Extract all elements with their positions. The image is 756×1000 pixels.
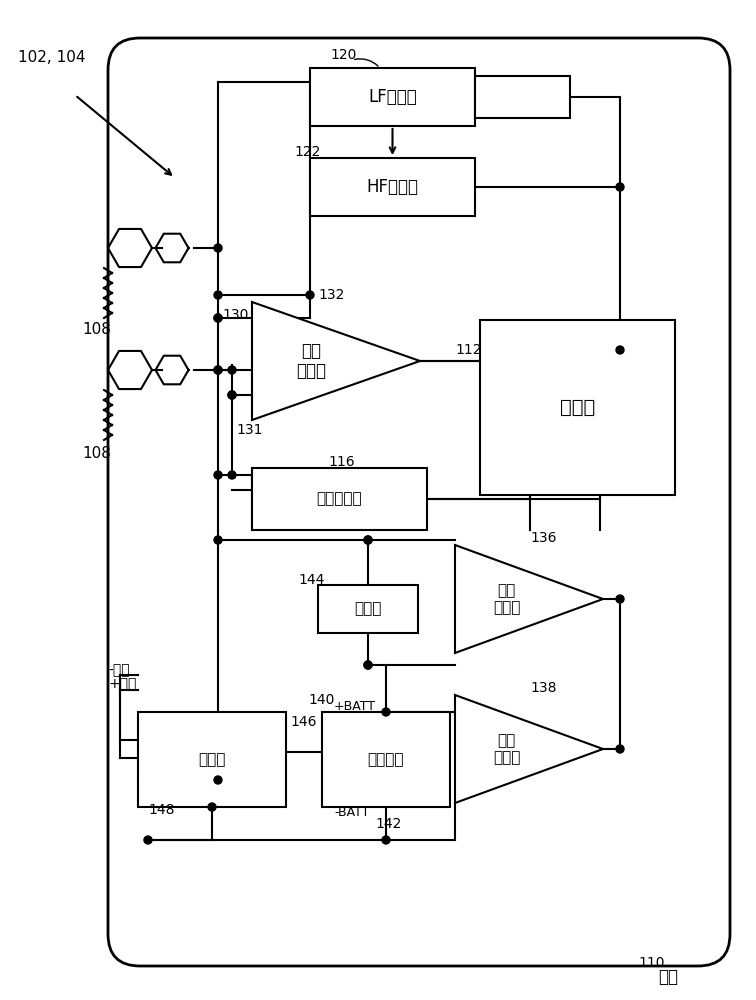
Bar	[252, 468, 427, 530]
Circle shape	[214, 366, 222, 374]
Text: 136: 136	[530, 531, 556, 545]
Text: 130: 130	[222, 308, 249, 322]
Text: 102, 104: 102, 104	[18, 50, 85, 66]
Text: 一次电池: 一次电池	[367, 752, 404, 767]
Text: 120: 120	[330, 48, 356, 62]
Circle shape	[364, 661, 372, 669]
Text: +BATT: +BATT	[334, 700, 376, 712]
Text: 148: 148	[148, 803, 175, 817]
Text: 140: 140	[308, 693, 334, 707]
Text: 132: 132	[318, 288, 345, 302]
Circle shape	[382, 708, 390, 716]
Circle shape	[214, 291, 222, 299]
Circle shape	[616, 346, 624, 354]
Text: 116: 116	[328, 455, 355, 469]
Text: 壳体: 壳体	[658, 968, 678, 986]
Text: 分流器: 分流器	[355, 601, 382, 616]
Text: LF接收器: LF接收器	[368, 88, 417, 106]
Circle shape	[382, 836, 390, 844]
Text: 122: 122	[294, 145, 321, 159]
Circle shape	[208, 803, 216, 811]
Polygon shape	[455, 695, 603, 803]
Circle shape	[306, 291, 314, 299]
Circle shape	[214, 314, 222, 322]
Text: 108: 108	[82, 446, 111, 460]
Text: -供应: -供应	[108, 663, 129, 677]
Circle shape	[616, 745, 624, 753]
Circle shape	[214, 366, 222, 374]
Text: 131: 131	[236, 423, 262, 437]
Circle shape	[616, 595, 624, 603]
Circle shape	[364, 661, 372, 669]
Text: -BATT: -BATT	[334, 806, 370, 820]
Bar	[318, 585, 418, 633]
Text: 146: 146	[290, 715, 317, 729]
Circle shape	[214, 471, 222, 479]
Circle shape	[214, 244, 222, 252]
Circle shape	[214, 776, 222, 784]
Circle shape	[228, 471, 236, 479]
Circle shape	[228, 366, 236, 374]
Circle shape	[144, 836, 152, 844]
Polygon shape	[252, 302, 420, 420]
Text: 调节器: 调节器	[198, 752, 226, 767]
Text: HF接收器: HF接收器	[367, 178, 419, 196]
Circle shape	[228, 391, 236, 399]
Polygon shape	[455, 545, 603, 653]
Circle shape	[616, 183, 624, 191]
Text: 脉冲发生器: 脉冲发生器	[317, 491, 362, 506]
Bar	[138, 712, 286, 807]
Bar	[322, 712, 450, 807]
Bar	[475, 76, 570, 118]
Bar	[310, 158, 475, 216]
Text: 138: 138	[530, 681, 556, 695]
Circle shape	[214, 536, 222, 544]
Text: +供应: +供应	[108, 677, 136, 691]
Circle shape	[364, 536, 372, 544]
Circle shape	[364, 536, 372, 544]
Text: 144: 144	[298, 573, 324, 587]
Text: 电池
电压计: 电池 电压计	[493, 733, 520, 765]
Text: 110: 110	[638, 956, 665, 970]
Text: 108: 108	[82, 322, 111, 338]
Text: 控制器: 控制器	[560, 398, 595, 417]
Circle shape	[214, 314, 222, 322]
Circle shape	[228, 391, 236, 399]
Text: 电池
放大器: 电池 放大器	[493, 583, 520, 615]
Text: 112: 112	[455, 343, 482, 357]
FancyBboxPatch shape	[108, 38, 730, 966]
Text: 142: 142	[375, 817, 401, 831]
Bar	[480, 320, 675, 495]
Bar	[310, 68, 475, 126]
Text: 感测
放大器: 感测 放大器	[296, 342, 326, 380]
